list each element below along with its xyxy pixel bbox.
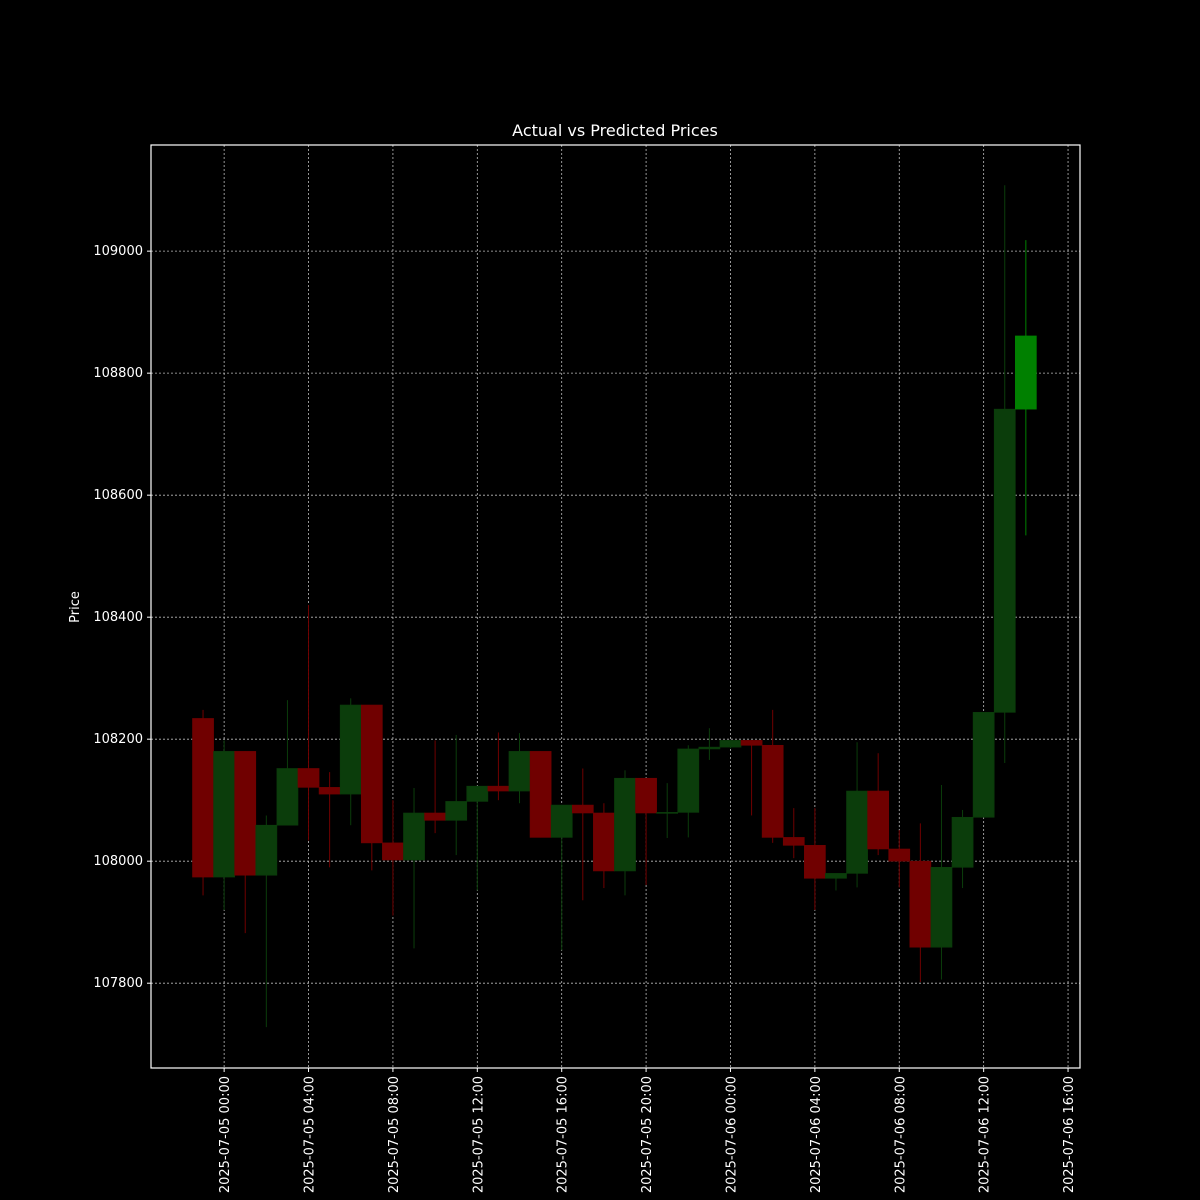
candle-body [656, 812, 679, 814]
candle-body [276, 768, 299, 826]
x-tick-label: 2025-07-05 08:00 [387, 1076, 402, 1193]
x-tick-label: 2025-07-06 12:00 [978, 1076, 993, 1193]
y-tick-label: 108800 [93, 366, 143, 381]
candle-body [930, 866, 953, 948]
chart-title: Actual vs Predicted Prices [512, 121, 718, 140]
candle-body [255, 824, 278, 876]
candle-body [466, 785, 489, 802]
x-tick-label: 2025-07-05 12:00 [471, 1076, 486, 1193]
y-tick-label: 108400 [93, 610, 143, 625]
candle-body [888, 848, 911, 862]
x-tick-label: 2025-07-05 04:00 [303, 1076, 318, 1193]
candle-body [804, 845, 826, 879]
candle-body [761, 744, 784, 838]
candle-body [297, 768, 320, 788]
candle-body [339, 704, 362, 795]
candle-body [719, 740, 742, 748]
x-tick-label: 2025-07-06 16:00 [1062, 1076, 1077, 1193]
candle-body [993, 408, 1016, 713]
candle-body [677, 748, 700, 813]
candle-body [782, 837, 805, 846]
candle-body [740, 740, 763, 746]
candle-body [867, 790, 890, 850]
candle-body [529, 751, 552, 838]
x-tick-label: 2025-07-05 16:00 [556, 1076, 571, 1193]
candle-body [571, 804, 594, 814]
candle-body [846, 790, 868, 874]
candle-body [635, 777, 657, 814]
y-tick-label: 108200 [93, 732, 143, 747]
candle-body [972, 712, 995, 818]
candle-body [213, 751, 235, 878]
candle-body [445, 801, 468, 821]
x-tick-label: 2025-07-06 04:00 [809, 1076, 824, 1193]
x-tick-label: 2025-07-05 00:00 [218, 1076, 233, 1193]
y-tick-label: 109000 [93, 244, 143, 259]
candle-body [403, 812, 425, 861]
candle-body [614, 777, 636, 872]
candle-body [360, 704, 383, 844]
candle-body [951, 816, 974, 868]
candle-body [698, 746, 721, 750]
x-tick-label: 2025-07-06 08:00 [893, 1076, 908, 1193]
y-tick-label: 108600 [93, 488, 143, 503]
candle-body [508, 751, 531, 792]
y-axis-label: Price [68, 591, 83, 623]
candle-body [1015, 335, 1037, 410]
candle-body [909, 860, 932, 948]
candle-body [825, 873, 847, 879]
y-tick-label: 108000 [93, 854, 143, 869]
candle-body [234, 751, 257, 876]
candle-body [192, 718, 214, 878]
plot-frame [150, 144, 1081, 1069]
y-tick-label: 107800 [93, 976, 143, 991]
candle-body [487, 785, 510, 792]
x-tick-label: 2025-07-05 20:00 [640, 1076, 655, 1193]
x-tick-label: 2025-07-06 00:00 [724, 1076, 739, 1193]
candle-body [424, 812, 446, 821]
candle-body [382, 842, 404, 861]
candle-body [593, 812, 615, 872]
candle-body [550, 804, 573, 838]
candle-body [318, 787, 341, 795]
